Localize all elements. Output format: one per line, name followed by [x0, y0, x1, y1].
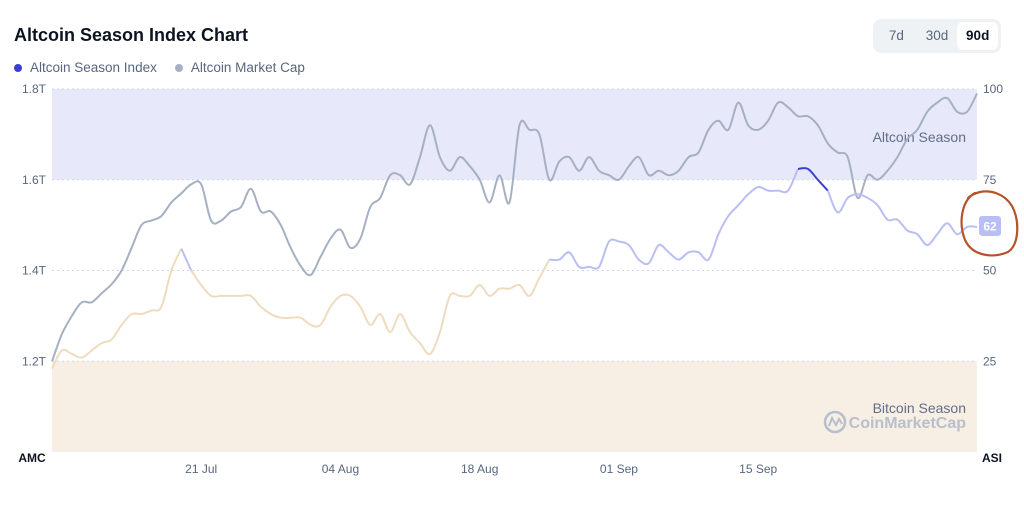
left-tick-label: 1.8T	[22, 82, 47, 96]
legend-item-amc[interactable]: Altcoin Market Cap	[174, 60, 305, 75]
asi-series-segment	[180, 248, 193, 271]
left-tick-label: 1.6T	[22, 173, 47, 187]
range-90d-button[interactable]: 90d	[957, 22, 999, 50]
current-value-badge	[979, 215, 1001, 236]
hand-drawn-circle-annotation	[960, 190, 1019, 257]
time-range-selector: 7d 30d 90d	[873, 19, 1001, 53]
watermark-text: CoinMarketCap	[849, 415, 967, 432]
right-tick-label: 50	[983, 264, 997, 278]
asi-series-segment	[549, 168, 799, 270]
asi-series-segment	[826, 190, 978, 247]
asi-series-segment	[51, 248, 183, 369]
asi-series-segment	[190, 259, 551, 356]
range-30d-button[interactable]: 30d	[925, 28, 949, 43]
coinmarketcap-logo-icon	[823, 410, 847, 434]
x-tick-label: 04 Aug	[322, 462, 359, 476]
watermark: CoinMarketCap	[823, 410, 967, 434]
left-tick-label: 1.4T	[22, 264, 47, 278]
legend-item-asi[interactable]: Altcoin Season Index	[14, 60, 157, 75]
legend-label-amc: Altcoin Market Cap	[190, 60, 305, 75]
right-axis-name: ASI	[982, 451, 1002, 465]
coinmarketcap-logo-mark	[828, 415, 843, 428]
x-tick-label: 21 Jul	[185, 462, 217, 476]
altcoin-season-label: Altcoin Season	[873, 129, 966, 145]
x-tick-label: 18 Aug	[461, 462, 498, 476]
left-tick-label: 1.2T	[22, 354, 47, 368]
right-tick-label: 75	[983, 173, 997, 187]
current-value-label: 62	[983, 219, 997, 233]
legend-dot-asi	[14, 63, 22, 72]
amc-series-line	[51, 93, 978, 362]
range-7d-button[interactable]: 7d	[888, 28, 904, 43]
bitcoin-season-zone	[52, 361, 977, 452]
asi-series-segment	[797, 167, 829, 192]
x-tick-label: 15 Sep	[739, 462, 777, 476]
chart-legend: Altcoin Season Index Altcoin Market Cap	[14, 60, 305, 75]
x-tick-label: 01 Sep	[600, 462, 638, 476]
legend-dot-amc	[174, 63, 183, 72]
right-tick-label: 100	[983, 82, 1003, 96]
page-title: Altcoin Season Index Chart	[14, 25, 249, 45]
legend-label-asi: Altcoin Season Index	[30, 60, 157, 75]
bitcoin-season-label: Bitcoin Season	[873, 400, 966, 416]
right-tick-label: 25	[983, 354, 997, 368]
left-axis-name: AMC	[18, 451, 46, 465]
